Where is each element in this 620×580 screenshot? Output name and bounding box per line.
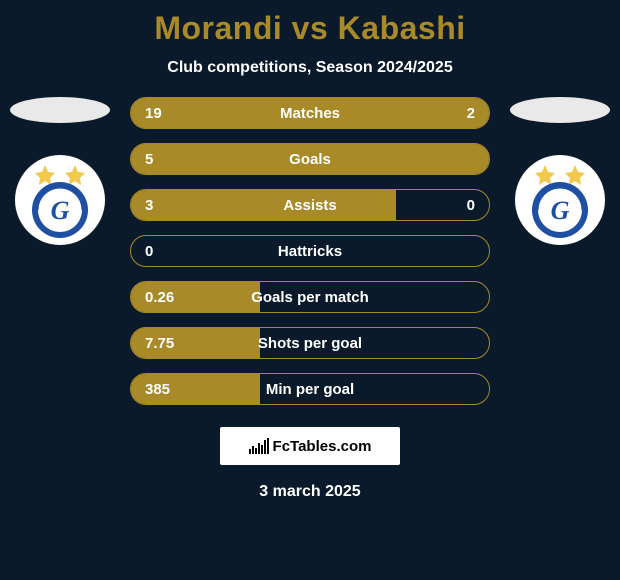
svg-text:G: G [51,196,70,225]
footer-date: 3 march 2025 [259,483,360,501]
stat-label: Min per goal [131,381,489,398]
page-title: Morandi vs Kabashi [154,10,465,47]
brand-text: FcTables.com [273,438,372,455]
stat-rows: 192Matches 5Goals 30Assists 0Hattricks 0.26G… [130,97,490,405]
stat-label: Hattricks [131,243,489,260]
flag-left [10,97,110,123]
stat-row: 385Min per goal [130,373,490,405]
vs-text: vs [292,10,329,46]
subtitle: Club competitions, Season 2024/2025 [167,59,452,77]
stat-label: Matches [131,105,489,122]
stat-row: 0Hattricks [130,235,490,267]
club-logo-right: G [515,155,605,245]
svg-text:G: G [551,196,570,225]
stat-label: Goals [131,151,489,168]
comparison-card: Morandi vs Kabashi Club competitions, Se… [0,0,620,580]
flag-right [510,97,610,123]
bars-icon [249,438,269,454]
player2-name: Kabashi [338,10,466,46]
stat-row: 5Goals [130,143,490,175]
stat-label: Shots per goal [131,335,489,352]
stat-row: 192Matches [130,97,490,129]
left-badge-column: G [10,97,110,245]
stat-label: Assists [131,197,489,214]
club-logo-left: G [15,155,105,245]
stat-label: Goals per match [131,289,489,306]
player1-name: Morandi [154,10,282,46]
stat-row: 0.26Goals per match [130,281,490,313]
stats-area: G 192Matches 5Goals 30Assists 0Hattricks 0.2… [0,97,620,405]
brand-logo: FcTables.com [220,427,400,465]
stat-row: 30Assists [130,189,490,221]
stat-row: 7.75Shots per goal [130,327,490,359]
right-badge-column: G [510,97,610,245]
